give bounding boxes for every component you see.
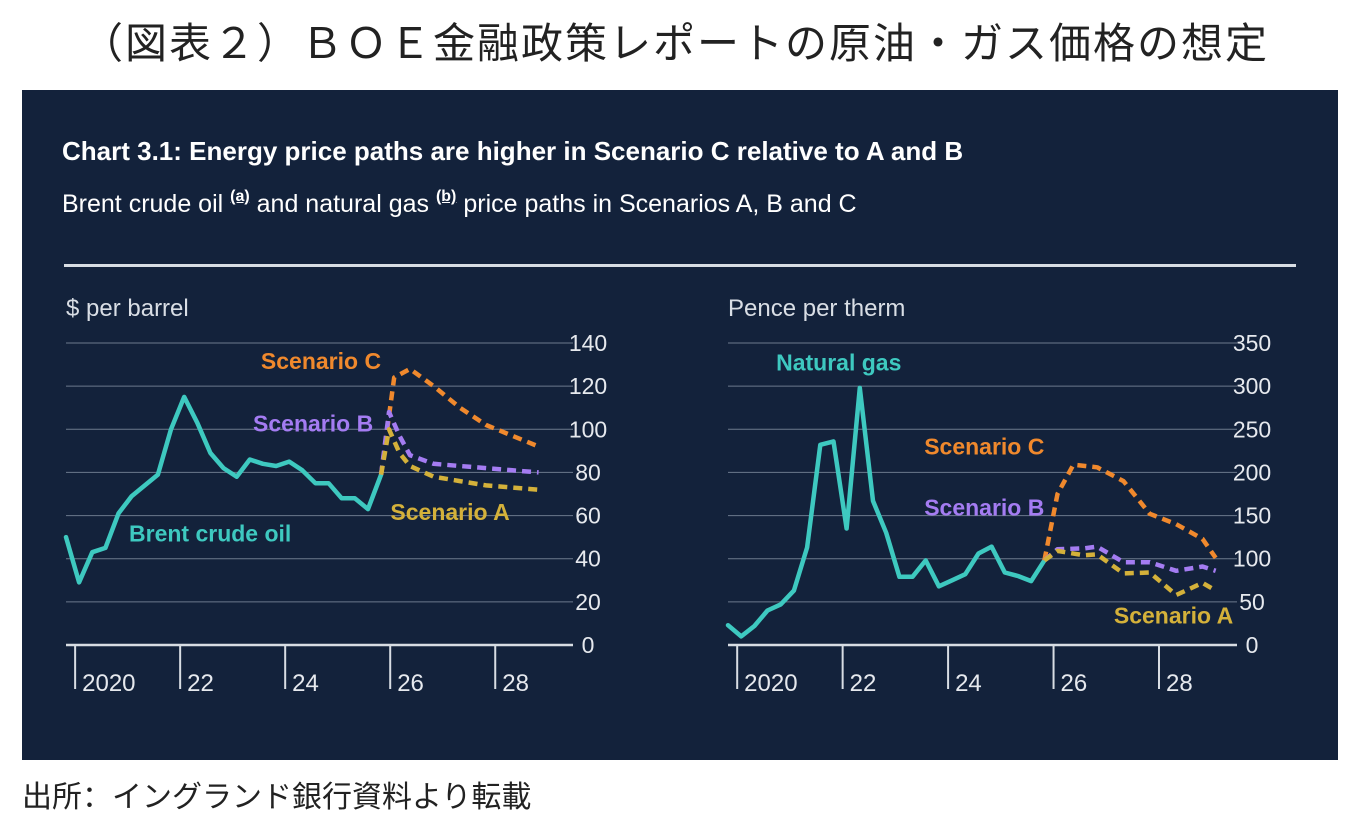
chart-title: Chart 3.1: Energy price paths are higher… [62, 136, 964, 166]
source-note: 出所：イングランド銀行資料より転載 [22, 780, 532, 815]
footnote-a: (a) [230, 188, 250, 205]
chart-panel: Chart 3.1: Energy price paths are higher… [22, 90, 1338, 760]
subtitle-part-2: and natural gas [249, 190, 436, 218]
footnote-b: (b) [435, 188, 457, 205]
chart-subtitle: Brent crude oil (a) and natural gas (b) … [62, 188, 857, 219]
subtitle-part-1: Brent crude oil [62, 190, 231, 218]
document-title: （図表２）ＢＯＥ金融政策レポートの原油・ガス価格の想定 [80, 19, 1269, 68]
subtitle-part-3: price paths in Scenarios A, B and C [456, 190, 857, 218]
title-divider [64, 264, 1296, 267]
